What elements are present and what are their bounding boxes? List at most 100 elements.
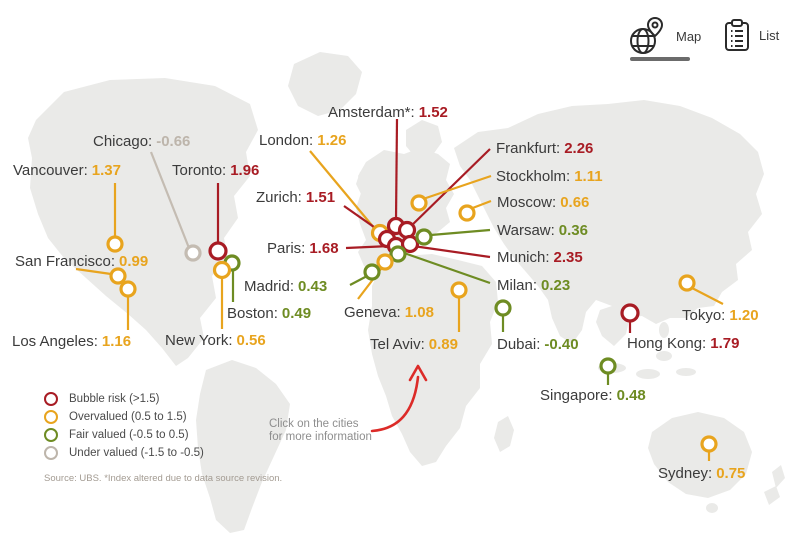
city-label-madrid[interactable]: Madrid: 0.43 bbox=[244, 278, 327, 295]
marker-moscow[interactable] bbox=[458, 204, 476, 222]
city-value: 1.79 bbox=[710, 335, 740, 352]
legend-swatch-fair-valued bbox=[44, 428, 58, 442]
marker-tokyo[interactable] bbox=[678, 274, 696, 292]
city-value: 1.37 bbox=[91, 162, 121, 179]
connector-milan bbox=[403, 251, 491, 285]
city-value: 2.26 bbox=[564, 140, 594, 157]
marker-tel-aviv[interactable] bbox=[450, 281, 468, 299]
click-annotation: Click on the cities for more information bbox=[269, 418, 372, 444]
marker-stockholm[interactable] bbox=[410, 194, 428, 212]
city-label-tel-aviv[interactable]: Tel Aviv: 0.89 bbox=[370, 336, 458, 353]
city-value: 0.99 bbox=[119, 253, 149, 270]
city-label-paris[interactable]: Paris: 1.68 bbox=[267, 240, 339, 257]
connector-chicago bbox=[149, 151, 191, 249]
marker-singapore[interactable] bbox=[599, 357, 617, 375]
legend: Bubble risk (>1.5) Overvalued (0.5 to 1.… bbox=[44, 390, 204, 462]
city-name: New York: bbox=[165, 332, 233, 349]
annotation-arrow-curve bbox=[370, 375, 420, 433]
marker-hong-kong[interactable] bbox=[620, 303, 640, 323]
active-tab-underline bbox=[630, 57, 690, 61]
marker-new-york[interactable] bbox=[212, 260, 232, 280]
city-name: Tel Aviv: bbox=[370, 336, 425, 353]
landmass-borneo bbox=[656, 351, 672, 361]
marker-vancouver[interactable] bbox=[106, 235, 124, 253]
landmass-madagascar bbox=[494, 416, 514, 452]
marker-milan[interactable] bbox=[389, 245, 407, 263]
city-value: 1.11 bbox=[574, 168, 603, 185]
city-label-london[interactable]: London: 1.26 bbox=[259, 132, 346, 149]
marker-chicago[interactable] bbox=[184, 244, 202, 262]
city-value: 1.26 bbox=[317, 132, 347, 149]
city-value: 1.68 bbox=[309, 240, 339, 257]
city-label-zurich[interactable]: Zurich: 1.51 bbox=[256, 189, 335, 206]
legend-label: Under valued (-1.5 to -0.5) bbox=[69, 447, 204, 459]
marker-dubai[interactable] bbox=[494, 299, 512, 317]
marker-los-angeles[interactable] bbox=[119, 280, 137, 298]
annotation-arrowhead bbox=[408, 364, 428, 382]
city-label-boston[interactable]: Boston: 0.49 bbox=[227, 305, 311, 322]
marker-geneva[interactable] bbox=[376, 253, 394, 271]
city-label-san-francisco[interactable]: San Francisco: 0.99 bbox=[15, 253, 148, 270]
list-clipboard-icon bbox=[725, 19, 749, 51]
city-label-tokyo[interactable]: Tokyo: 1.20 bbox=[682, 307, 759, 324]
city-value: 1.52 bbox=[418, 104, 448, 121]
marker-munich[interactable] bbox=[400, 234, 420, 254]
city-label-chicago[interactable]: Chicago: -0.66 bbox=[93, 133, 190, 150]
city-label-amsterdam[interactable]: Amsterdam*: 1.52 bbox=[328, 104, 448, 121]
city-name: London: bbox=[259, 132, 314, 149]
city-name: Madrid: bbox=[244, 278, 295, 295]
city-name: Paris: bbox=[267, 240, 306, 257]
city-label-singapore[interactable]: Singapore: 0.48 bbox=[540, 387, 646, 404]
city-value: 1.51 bbox=[305, 189, 336, 206]
city-label-new-york[interactable]: New York: 0.56 bbox=[165, 332, 266, 349]
city-label-moscow[interactable]: Moscow: 0.66 bbox=[497, 194, 589, 211]
city-name: Toronto: bbox=[172, 162, 227, 179]
city-label-vancouver[interactable]: Vancouver: 1.37 bbox=[13, 162, 121, 179]
city-label-sydney[interactable]: Sydney: 0.75 bbox=[658, 465, 745, 482]
city-value: 1.20 bbox=[729, 307, 759, 324]
list-tab[interactable]: List bbox=[724, 19, 779, 52]
connector-frankfurt bbox=[408, 148, 491, 229]
city-label-warsaw[interactable]: Warsaw: 0.36 bbox=[497, 222, 588, 239]
city-label-stockholm[interactable]: Stockholm: 1.11 bbox=[496, 168, 603, 185]
city-name: Frankfurt: bbox=[496, 140, 561, 157]
legend-row-bubble-risk: Bubble risk (>1.5) bbox=[44, 390, 204, 408]
city-value: 0.48 bbox=[616, 387, 646, 404]
connector-tokyo bbox=[691, 287, 724, 305]
city-label-los-angeles[interactable]: Los Angeles: 1.16 bbox=[12, 333, 131, 350]
city-value: 1.08 bbox=[404, 304, 434, 321]
city-label-dubai[interactable]: Dubai: -0.40 bbox=[497, 336, 579, 353]
city-name: Sydney: bbox=[658, 465, 713, 482]
marker-toronto[interactable] bbox=[208, 241, 228, 261]
city-name: Tokyo: bbox=[682, 307, 726, 324]
city-label-toronto[interactable]: Toronto: 1.96 bbox=[172, 162, 259, 179]
city-label-hong-kong[interactable]: Hong Kong: 1.79 bbox=[627, 335, 739, 352]
city-label-geneva[interactable]: Geneva: 1.08 bbox=[344, 304, 434, 321]
map-tab[interactable]: Map bbox=[627, 16, 701, 56]
legend-label: Fair valued (-0.5 to 0.5) bbox=[69, 429, 189, 441]
city-value: 2.35 bbox=[553, 249, 583, 266]
landmass-africa bbox=[368, 254, 498, 466]
city-value: 1.96 bbox=[230, 162, 260, 179]
city-name: Dubai: bbox=[497, 336, 541, 353]
click-annotation-line2: for more information bbox=[269, 431, 372, 443]
legend-row-under-valued: Under valued (-1.5 to -0.5) bbox=[44, 444, 204, 462]
source-note: Source: UBS. *Index altered due to data … bbox=[44, 473, 283, 484]
landmass-uk bbox=[356, 166, 378, 196]
city-label-frankfurt[interactable]: Frankfurt: 2.26 bbox=[496, 140, 593, 157]
marker-warsaw[interactable] bbox=[415, 228, 433, 246]
city-name: Zurich: bbox=[256, 189, 302, 206]
city-name: Munich: bbox=[497, 249, 550, 266]
marker-sydney[interactable] bbox=[700, 435, 718, 453]
city-value: 0.43 bbox=[298, 278, 328, 295]
city-value: 0.75 bbox=[716, 465, 746, 482]
connector-lines bbox=[75, 118, 724, 461]
landmass-indonesia-2 bbox=[636, 369, 660, 379]
city-label-munich[interactable]: Munich: 2.35 bbox=[497, 249, 583, 266]
marker-san-francisco[interactable] bbox=[109, 267, 127, 285]
city-label-milan[interactable]: Milan: 0.23 bbox=[497, 277, 570, 294]
marker-madrid[interactable] bbox=[363, 263, 381, 281]
connector-munich bbox=[412, 244, 491, 259]
